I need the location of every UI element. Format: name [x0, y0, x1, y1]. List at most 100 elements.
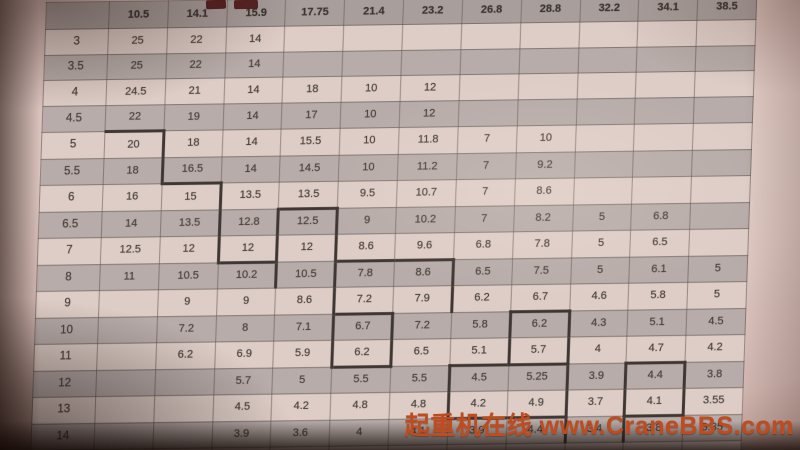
- boom-length-header: 26.8: [461, 0, 522, 24]
- capacity-cell: 9: [216, 288, 276, 316]
- capacity-cell: 6.5: [629, 229, 690, 257]
- capacity-cell: 7: [454, 205, 515, 233]
- capacity-cell: 18: [162, 129, 223, 158]
- capacity-cell: 6.7: [332, 312, 393, 341]
- radius-label: 4: [42, 79, 107, 106]
- capacity-cell: 7.2: [156, 315, 217, 343]
- capacity-cell: 9: [157, 288, 218, 317]
- capacity-cell: 7.8: [512, 231, 573, 259]
- boom-length-header: 28.8: [520, 0, 581, 23]
- capacity-cell: 10: [341, 75, 402, 102]
- capacity-cell: 12: [159, 235, 219, 264]
- capacity-cell: 16: [102, 183, 162, 212]
- capacity-cell: 10.5: [275, 260, 336, 289]
- capacity-cell: 4.2: [685, 334, 745, 362]
- capacity-cell: 7.2: [391, 312, 452, 340]
- capacity-cell: 22: [166, 26, 227, 54]
- capacity-cell: 11.8: [398, 126, 459, 154]
- capacity-cell: 3.6: [387, 444, 447, 450]
- capacity-cell: 6.9: [214, 341, 275, 369]
- capacity-cell: 5.1: [449, 337, 510, 366]
- capacity-cell: 10.5: [158, 262, 219, 290]
- capacity-cell: 11: [99, 263, 160, 291]
- capacity-cell: [342, 50, 402, 77]
- capacity-cell: 10: [338, 153, 399, 182]
- capacity-cell: [637, 20, 698, 47]
- capacity-cell: 25: [106, 53, 167, 80]
- boom-length-header: 34.1: [638, 0, 698, 22]
- capacity-cell: [97, 316, 158, 344]
- capacity-cell: 3.9: [566, 362, 627, 391]
- capacity-cell: [573, 150, 634, 179]
- capacity-cell: 6.7: [510, 284, 571, 312]
- capacity-cell: [633, 123, 694, 151]
- radius-label: 3.5: [43, 54, 108, 81]
- radius-label: 12: [32, 370, 97, 398]
- capacity-cell: 7: [457, 125, 517, 154]
- capacity-cell: 7.2: [333, 286, 394, 314]
- capacity-cell: 12: [218, 235, 278, 263]
- capacity-cell: 14: [225, 26, 286, 53]
- capacity-cell: 7.1: [274, 313, 334, 342]
- capacity-cell: 18: [103, 157, 163, 185]
- radius-label: 5.5: [40, 158, 105, 186]
- capacity-cell: 14: [224, 51, 285, 78]
- boom-length-header: 23.2: [402, 0, 463, 25]
- capacity-cell: 13.5: [219, 182, 280, 210]
- capacity-cell: [93, 422, 154, 450]
- capacity-cell: [458, 99, 518, 127]
- capacity-cell: [95, 369, 156, 397]
- capacity-cell: 5.7: [508, 337, 569, 365]
- capacity-cell: 15.5: [280, 128, 341, 156]
- radius-label: 3: [44, 28, 109, 55]
- capacity-cell: 4.5: [448, 364, 509, 392]
- capacity-cell: 22: [165, 52, 226, 79]
- capacity-cell: 4.5: [686, 308, 746, 336]
- capacity-cell: [343, 24, 403, 51]
- radius-label: 5: [41, 131, 105, 159]
- capacity-cell: 5: [686, 281, 747, 309]
- capacity-cell: [401, 23, 462, 51]
- capacity-cell: [459, 48, 520, 75]
- boom-length-header: 21.4: [343, 0, 404, 26]
- radius-label: 6.5: [38, 211, 103, 239]
- capacity-cell: 5: [272, 366, 333, 395]
- radius-label: 9: [35, 290, 100, 318]
- capacity-cell: 12.5: [277, 207, 338, 236]
- capacity-cell: 18: [282, 76, 343, 103]
- capacity-cell: 5.5: [389, 365, 450, 393]
- capacity-cell: 5.5: [331, 365, 391, 394]
- capacity-cell: 9.2: [515, 151, 575, 179]
- capacity-cell: 14: [222, 102, 283, 130]
- capacity-cell: 2.5: [269, 446, 330, 450]
- capacity-cell: 4.3: [568, 309, 629, 338]
- radius-label: 13: [31, 396, 96, 424]
- capacity-cell: 8.2: [513, 204, 573, 232]
- boom-length-header: 17.75: [285, 0, 345, 27]
- boom-length-header: 32.2: [579, 0, 640, 23]
- capacity-cell: 19: [163, 103, 224, 131]
- capacity-cell: [284, 25, 344, 52]
- capacity-cell: [693, 96, 754, 124]
- capacity-cell: 12: [400, 74, 460, 101]
- site-watermark: 起重机在线 www.CraneBBS.com: [404, 412, 794, 440]
- capacity-cell: 5.25: [507, 363, 568, 391]
- capacity-cell: 3.5: [328, 445, 389, 450]
- radius-label: 6: [39, 184, 104, 212]
- capacity-cell: [519, 22, 580, 49]
- capacity-cell: 4.6: [569, 283, 630, 311]
- capacity-cell: 3.9: [211, 420, 272, 448]
- capacity-cell: [460, 22, 521, 50]
- capacity-cell: 5.1: [627, 308, 687, 337]
- capacity-cell: 5.7: [213, 367, 274, 395]
- capacity-cell: 10: [515, 125, 576, 153]
- radius-label: 8: [36, 264, 101, 292]
- capacity-cell: [696, 19, 756, 46]
- capacity-cell: 12.8: [218, 208, 279, 236]
- capacity-cell: 6.2: [332, 339, 392, 367]
- capacity-cell: [636, 45, 697, 73]
- capacity-cell: 8.6: [393, 259, 454, 287]
- capacity-cell: [694, 70, 755, 97]
- capacity-cell: 5: [687, 255, 748, 283]
